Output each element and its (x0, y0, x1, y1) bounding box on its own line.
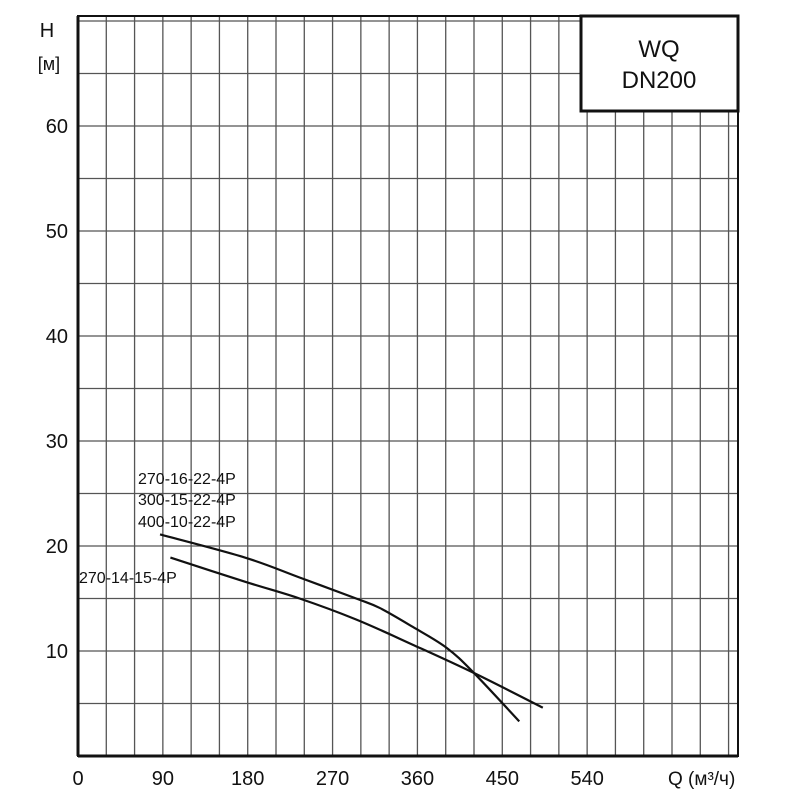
x-tick-label: 180 (231, 768, 264, 790)
y-tick-label: 50 (46, 221, 68, 243)
x-tick-label: 450 (486, 768, 519, 790)
y-axis-label-h: H (40, 20, 54, 42)
y-tick-labels: 10 20 30 40 50 60 (46, 116, 68, 663)
grid (78, 16, 738, 756)
series-label-270-16-22-4P: 270-16-22-4P (138, 471, 236, 488)
x-tick-label: 0 (72, 768, 83, 790)
x-tick-label: 360 (401, 768, 434, 790)
y-axis-label-unit: [м] (38, 54, 60, 74)
series-labels: 270-16-22-4P 300-15-22-4P 400-10-22-4P 2… (79, 471, 236, 587)
x-tick-label: 540 (570, 768, 603, 790)
title-line-2: DN200 (622, 67, 697, 94)
series-label-270-14-15-4P: 270-14-15-4P (79, 570, 177, 587)
y-tick-label: 30 (46, 431, 68, 453)
curve-series-1 (170, 556, 544, 709)
x-axis-label: Q (м³/ч) (668, 769, 735, 790)
series-label-300-15-22-4P: 300-15-22-4P (138, 492, 236, 509)
x-tick-label: 270 (316, 768, 349, 790)
x-tick-labels: 0 90 180 270 360 450 540 (72, 768, 603, 790)
curves (159, 533, 544, 723)
y-tick-label: 40 (46, 326, 68, 348)
y-tick-label: 60 (46, 116, 68, 138)
plot-frame (77, 15, 739, 757)
title-line-1: WQ (638, 36, 679, 63)
y-tick-label: 10 (46, 641, 68, 663)
curve-series-0 (159, 533, 521, 723)
y-tick-label: 20 (46, 536, 68, 558)
x-tick-label: 90 (152, 768, 174, 790)
series-label-400-10-22-4P: 400-10-22-4P (138, 514, 236, 531)
title-box: WQ DN200 (579, 14, 740, 113)
